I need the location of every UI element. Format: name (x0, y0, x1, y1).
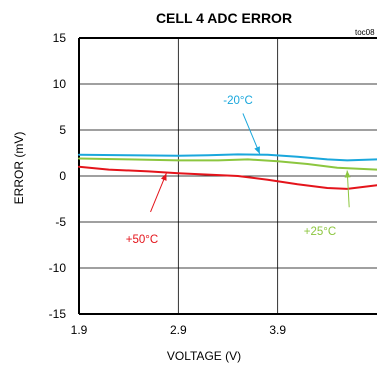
x-tick-label: 2.9 (170, 323, 187, 337)
series-line-20c (78, 153, 377, 162)
annotation-arrowhead-20c (254, 146, 260, 154)
annotation-layer: -20°C +25°C +50°C (126, 95, 351, 246)
grid-layer (78, 37, 377, 315)
figure-id: toc08 (355, 28, 375, 37)
y-tick-label: -15 (49, 307, 67, 321)
y-tick-label: 15 (53, 31, 67, 45)
tick-layer: -15 -10 -5 0 5 10 15 1.9 2.9 3.9 (49, 31, 287, 337)
x-tick-label: 3.9 (269, 323, 286, 337)
annotation-arrow-20c (242, 113, 261, 155)
y-tick-label: -10 (49, 261, 67, 275)
series-line-25c (78, 157, 377, 171)
y-tick-label: -5 (55, 215, 66, 229)
series-label-50c: +50°C (126, 234, 158, 246)
x-axis-label: VOLTAGE (V) (167, 349, 241, 363)
annotation-arrowhead-50c (160, 173, 167, 181)
series-line-50c (78, 165, 377, 190)
y-tick-label: 0 (59, 169, 66, 183)
series-layer (78, 153, 377, 190)
y-tick-label: 5 (59, 123, 66, 137)
x-tick-label: 1.9 (71, 323, 88, 337)
chart-title: CELL 4 ADC ERROR (156, 10, 292, 26)
series-label-25c: +25°C (304, 226, 336, 238)
y-tick-label: 10 (53, 77, 67, 91)
y-axis-label: ERROR (mV) (12, 132, 26, 205)
annotation-arrowhead-25c (344, 170, 351, 178)
series-label-20c: -20°C (223, 95, 253, 107)
